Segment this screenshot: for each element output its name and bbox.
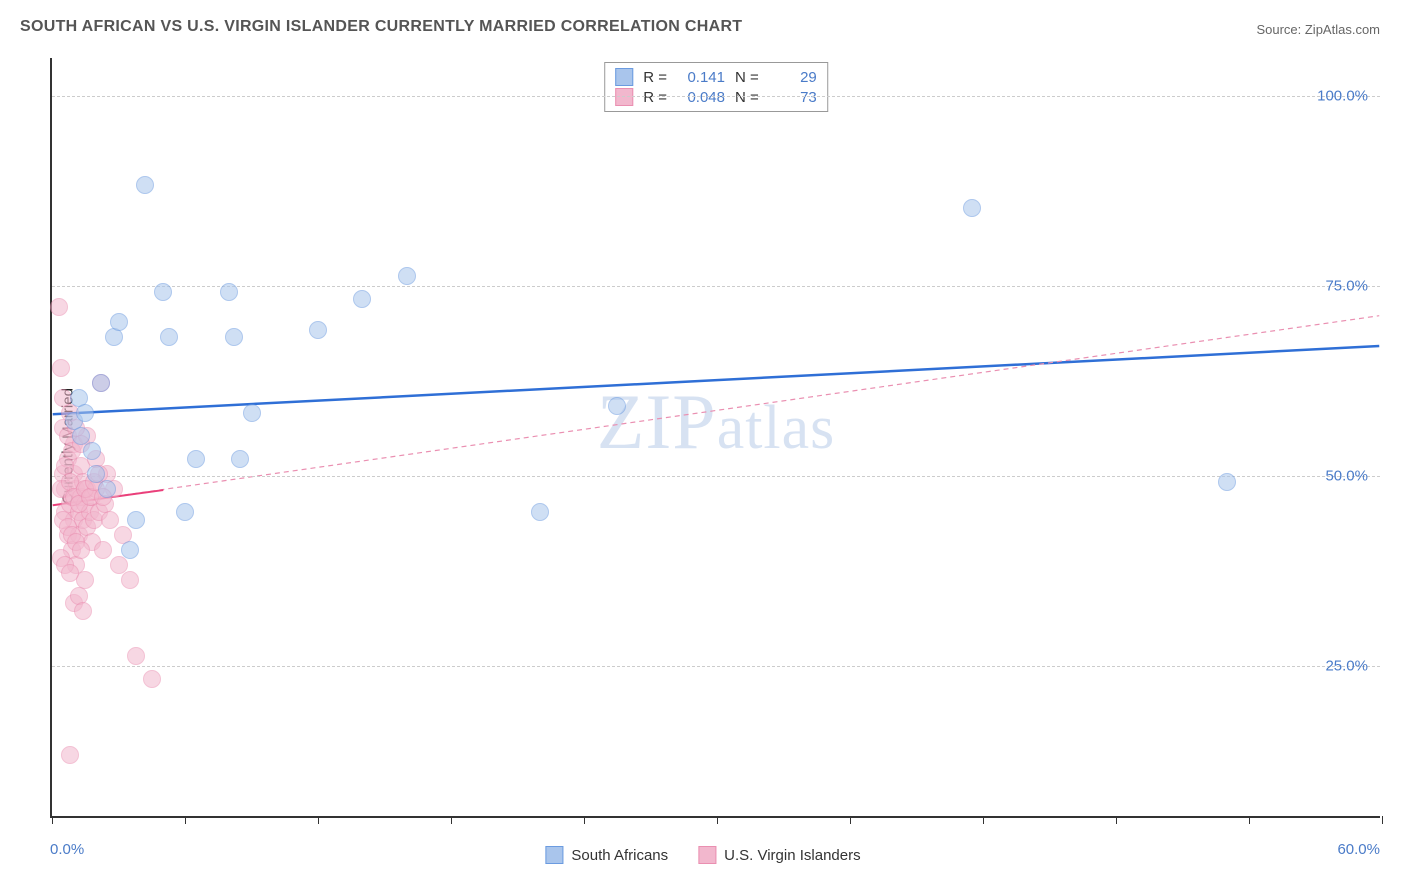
chart-title: SOUTH AFRICAN VS U.S. VIRGIN ISLANDER CU… — [20, 18, 742, 36]
x-tick — [850, 816, 851, 824]
legend-swatch — [615, 88, 633, 106]
data-point — [608, 397, 626, 415]
x-tick — [1116, 816, 1117, 824]
data-point — [176, 503, 194, 521]
x-tick — [1382, 816, 1383, 824]
x-tick — [584, 816, 585, 824]
x-tick — [717, 816, 718, 824]
legend-item: South Africans — [545, 846, 668, 864]
legend-swatch — [615, 68, 633, 86]
source-attribution: Source: ZipAtlas.com — [1256, 22, 1380, 37]
n-value: 73 — [769, 89, 817, 106]
data-point — [187, 450, 205, 468]
y-tick-label: 25.0% — [1325, 658, 1368, 675]
watermark: ZIPatlas — [597, 377, 836, 467]
data-point — [94, 541, 112, 559]
data-point — [121, 541, 139, 559]
correlation-legend: R = 0.141 N = 29 R = 0.048 N = 73 — [604, 62, 828, 112]
data-point — [121, 571, 139, 589]
data-point — [105, 328, 123, 346]
data-point — [143, 670, 161, 688]
data-point — [531, 503, 549, 521]
data-point — [231, 450, 249, 468]
x-tick — [318, 816, 319, 824]
data-point — [61, 746, 79, 764]
data-point — [1218, 473, 1236, 491]
legend-row: R = 0.048 N = 73 — [615, 87, 817, 107]
gridline — [52, 96, 1380, 97]
y-tick-label: 50.0% — [1325, 468, 1368, 485]
legend-swatch — [698, 846, 716, 864]
data-point — [225, 328, 243, 346]
legend-swatch — [545, 846, 563, 864]
x-tick — [983, 816, 984, 824]
legend-row: R = 0.141 N = 29 — [615, 67, 817, 87]
data-point — [61, 564, 79, 582]
data-point — [52, 359, 70, 377]
data-point — [76, 404, 94, 422]
y-tick-label: 100.0% — [1317, 88, 1368, 105]
data-point — [74, 602, 92, 620]
data-point — [136, 176, 154, 194]
data-point — [243, 404, 261, 422]
plot-area: ZIPatlas R = 0.141 N = 29 R = 0.048 N = 73 25.0… — [50, 58, 1380, 818]
r-value: 0.048 — [677, 89, 725, 106]
n-label: N = — [735, 69, 759, 86]
x-axis-max-label: 60.0% — [1337, 841, 1380, 858]
legend-label: South Africans — [571, 847, 668, 864]
n-value: 29 — [769, 69, 817, 86]
data-point — [398, 267, 416, 285]
series-legend: South Africans U.S. Virgin Islanders — [545, 846, 860, 864]
legend-label: U.S. Virgin Islanders — [724, 847, 860, 864]
x-axis-min-label: 0.0% — [50, 841, 84, 858]
trend-lines — [52, 58, 1380, 816]
data-point — [154, 283, 172, 301]
data-point — [220, 283, 238, 301]
data-point — [72, 541, 90, 559]
x-tick — [451, 816, 452, 824]
x-tick — [52, 816, 53, 824]
r-label: R = — [643, 69, 667, 86]
data-point — [83, 442, 101, 460]
x-tick — [185, 816, 186, 824]
r-label: R = — [643, 89, 667, 106]
data-point — [127, 647, 145, 665]
y-tick-label: 75.0% — [1325, 278, 1368, 295]
n-label: N = — [735, 89, 759, 106]
data-point — [92, 374, 110, 392]
data-point — [127, 511, 145, 529]
gridline — [52, 286, 1380, 287]
data-point — [98, 480, 116, 498]
r-value: 0.141 — [677, 69, 725, 86]
data-point — [50, 298, 68, 316]
data-point — [160, 328, 178, 346]
data-point — [101, 511, 119, 529]
data-point — [309, 321, 327, 339]
legend-item: U.S. Virgin Islanders — [698, 846, 860, 864]
gridline — [52, 666, 1380, 667]
data-point — [353, 290, 371, 308]
x-tick — [1249, 816, 1250, 824]
gridline — [52, 476, 1380, 477]
data-point — [963, 199, 981, 217]
data-point — [110, 313, 128, 331]
